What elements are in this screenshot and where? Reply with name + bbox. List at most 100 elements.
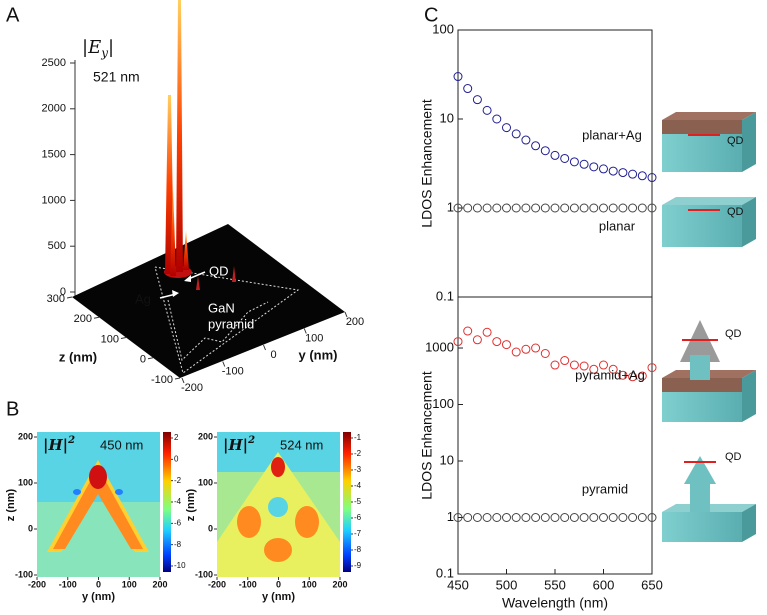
marker xyxy=(599,164,608,174)
heatmap-peak xyxy=(295,506,319,538)
colorbar-tick-label: 2 xyxy=(174,433,179,442)
marker xyxy=(569,513,579,523)
marker xyxy=(647,363,657,373)
marker xyxy=(560,203,570,213)
x-tick-label: 200 xyxy=(332,579,347,589)
marker xyxy=(502,203,511,213)
x-tick-label: -200 xyxy=(208,579,226,589)
marker xyxy=(511,129,521,139)
colorbar-tick-label: -4 xyxy=(174,497,182,506)
colorbar-tick-label: -4 xyxy=(354,481,362,490)
marker xyxy=(550,203,560,213)
marker xyxy=(482,513,492,523)
schematic: QD xyxy=(662,451,756,542)
x-tick-label: 100 xyxy=(302,579,317,589)
field-label-main: |H| xyxy=(43,436,68,454)
y-tick-label: -100 xyxy=(195,569,213,579)
marker xyxy=(472,203,482,213)
marker xyxy=(492,337,502,347)
schematic-label: QD xyxy=(727,206,744,218)
v-tick-label: 0 xyxy=(60,286,66,298)
marker xyxy=(628,513,638,523)
series-label: planar+Ag xyxy=(582,127,642,142)
z-tick-label: 300 xyxy=(47,293,65,305)
marker xyxy=(618,370,628,380)
marker xyxy=(608,203,618,213)
marker xyxy=(453,203,463,213)
y-tick-label: 1 xyxy=(447,199,454,214)
y-tick-label: 100 xyxy=(432,21,454,36)
colorbar-tick-label: -1 xyxy=(354,433,362,442)
marker xyxy=(608,513,618,523)
marker xyxy=(531,203,541,213)
colorbar-tick-label: -9 xyxy=(354,561,362,570)
marker xyxy=(637,371,647,381)
pyramid-outline xyxy=(154,266,300,374)
marker xyxy=(521,344,531,354)
x-tick-label: -100 xyxy=(59,579,77,589)
marker xyxy=(463,326,473,336)
heatmap-region xyxy=(53,467,143,549)
y-tick-label: -100 xyxy=(222,365,244,377)
schematic: QD xyxy=(662,112,756,172)
y-tick-label: 100 xyxy=(432,396,454,411)
field-label-power: 2 xyxy=(247,435,255,446)
tick xyxy=(120,337,127,339)
x-tick-label: 500 xyxy=(496,577,518,592)
tick xyxy=(222,361,226,367)
field-spike xyxy=(196,276,200,290)
marker xyxy=(463,203,473,213)
marker xyxy=(569,157,579,167)
axis-label: LDOS Enhancement xyxy=(419,371,435,500)
y-tick-label: 10 xyxy=(440,110,454,125)
tick xyxy=(174,377,181,380)
marker xyxy=(589,513,599,523)
y-tick-label: 0.1 xyxy=(436,565,454,580)
marker xyxy=(608,166,618,176)
marker xyxy=(647,203,657,213)
tick xyxy=(344,311,348,318)
field-label-close: | xyxy=(108,37,114,58)
marker xyxy=(453,72,463,82)
field-label-open: |E xyxy=(82,37,101,58)
axis-label: LDOS Enhancement xyxy=(419,99,435,228)
marker xyxy=(637,171,647,181)
marker xyxy=(550,150,560,160)
schematic: QD xyxy=(662,320,756,422)
x-tick-label: 450 xyxy=(447,577,469,592)
marker xyxy=(511,513,521,523)
v-tick-label: 2000 xyxy=(42,103,66,115)
series-label: planar xyxy=(599,218,636,233)
axis-label: z (nm) xyxy=(185,488,197,521)
panel-label: A xyxy=(6,4,20,26)
x-tick-label: 100 xyxy=(122,579,137,589)
field-label: |Ey| xyxy=(82,37,114,60)
marker xyxy=(550,360,560,370)
series-label: pyramid+Ag xyxy=(575,367,645,382)
annotation: GaN xyxy=(208,300,235,315)
z-tick-label: -100 xyxy=(151,374,173,386)
marker xyxy=(463,84,473,94)
field-spike xyxy=(183,230,189,270)
y-tick-label: 200 xyxy=(198,431,213,441)
colorbar-tick-label: -2 xyxy=(174,476,182,485)
field-label-main: |H| xyxy=(223,436,248,454)
colorbar-tick-label: -5 xyxy=(354,497,362,506)
marker xyxy=(540,203,550,213)
marker xyxy=(492,513,502,523)
v-tick-label: 1500 xyxy=(42,149,66,161)
marker xyxy=(637,203,647,213)
colorbar-tick-label: -8 xyxy=(174,540,182,549)
y-tick-label: -100 xyxy=(15,569,33,579)
tick xyxy=(181,377,185,384)
marker xyxy=(628,372,638,382)
arrow-head xyxy=(184,275,191,282)
heatmap-spot xyxy=(73,489,81,495)
heatmap: |H|2 524 nm xyxy=(217,432,340,577)
marker xyxy=(472,95,482,105)
surface-plane xyxy=(72,224,345,378)
x-tick-label: 0 xyxy=(276,579,281,589)
marker xyxy=(608,364,618,374)
field-spike xyxy=(176,0,183,272)
marker xyxy=(492,203,502,213)
